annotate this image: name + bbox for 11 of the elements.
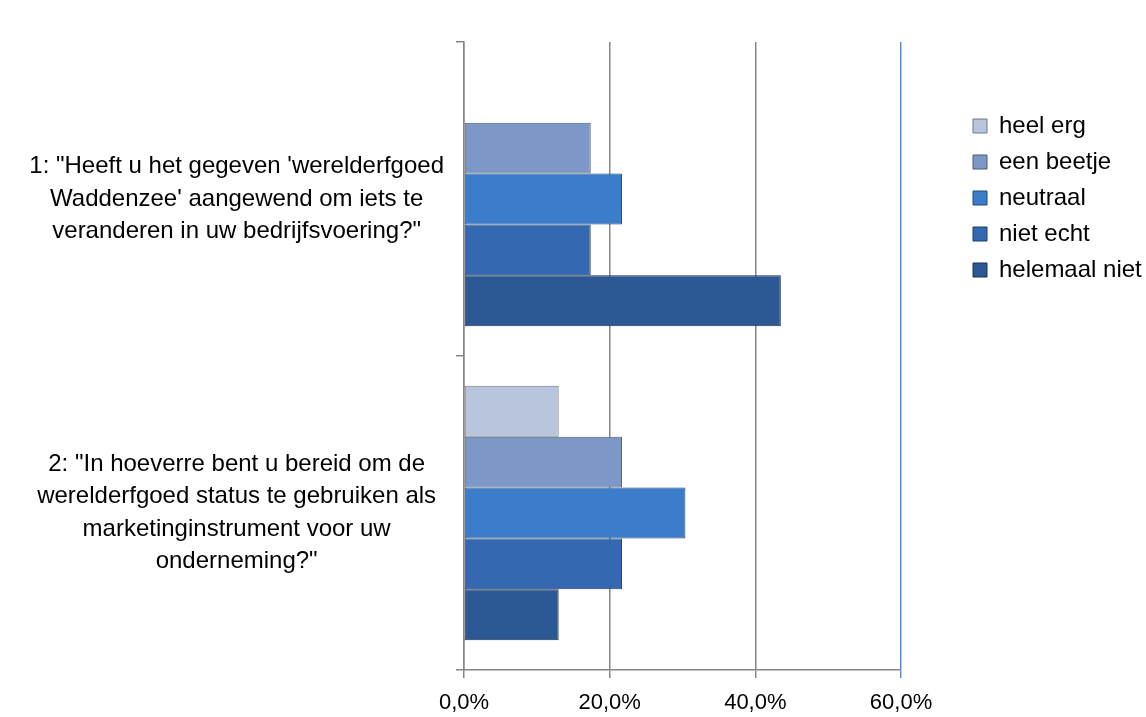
x-tick-label: 60,0% xyxy=(869,689,933,715)
y-tick-label: 2: "In hoeverre bent u bereid om de werelderfgoed status te gebruiken als marketinginstrument voor uw onderneming?" xyxy=(36,449,437,574)
legend-label: neutraal xyxy=(999,182,1086,210)
x-tick-label: 0,0% xyxy=(438,689,490,715)
y-tick-label: 1: "Heeft u het gegeven 'werelderfgoed Waddenzee' aangewend om iets te veranderen in uw bedrijfsvoering?" xyxy=(29,151,444,244)
legend-label: helemaal niet xyxy=(999,254,1143,282)
legend-label: een beetje xyxy=(999,146,1112,174)
x-tick-label: 40,0% xyxy=(724,689,787,715)
legend-label: niet echt xyxy=(999,218,1091,246)
legend-label: heel erg xyxy=(999,110,1086,138)
x-tick-label: 20,0% xyxy=(578,689,641,715)
